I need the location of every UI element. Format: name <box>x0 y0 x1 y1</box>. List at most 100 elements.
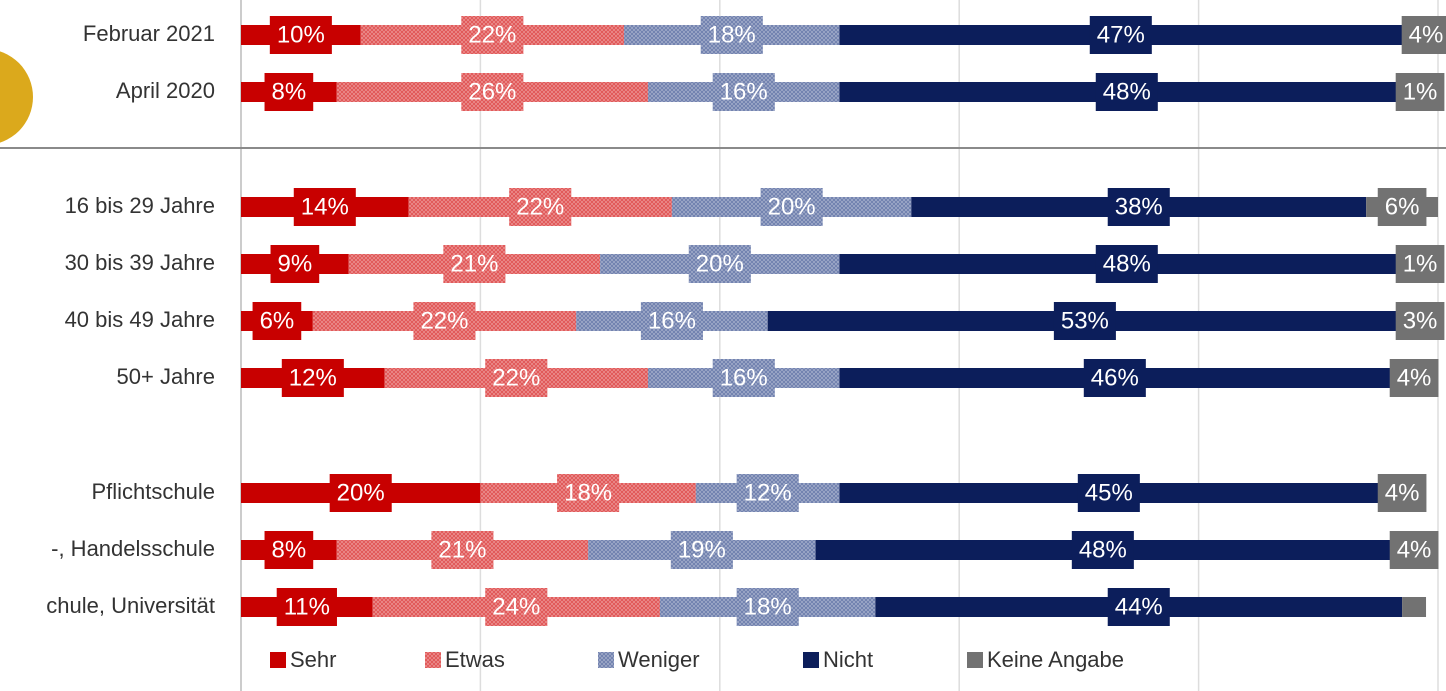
value-label-hatch <box>461 73 524 111</box>
value-label-box <box>1377 474 1427 512</box>
category-label: Februar 2021 <box>83 21 215 46</box>
value-label: 20% <box>337 479 385 506</box>
value-label: 4% <box>1409 21 1444 48</box>
value-label: 18% <box>708 21 756 48</box>
value-label: 14% <box>301 193 349 220</box>
value-label-box <box>276 588 337 626</box>
value-label: 18% <box>564 479 612 506</box>
value-label: 22% <box>492 364 540 391</box>
value-label: 12% <box>744 479 792 506</box>
value-label-box <box>329 474 392 512</box>
legend-label: Nicht <box>823 647 873 672</box>
value-label-hatch <box>485 588 548 626</box>
value-label: 21% <box>450 250 498 277</box>
legend-label: Weniger <box>618 647 700 672</box>
value-label-hatch <box>509 188 572 226</box>
legend-swatch <box>270 652 286 668</box>
category-label: 40 bis 49 Jahre <box>65 307 215 332</box>
value-label: 8% <box>272 536 307 563</box>
legend-label: Keine Angabe <box>987 647 1124 672</box>
value-label-box <box>252 302 302 340</box>
value-label-box <box>1395 73 1445 111</box>
value-label: 19% <box>678 536 726 563</box>
value-label-box <box>1107 188 1170 226</box>
value-label: 1% <box>1403 78 1438 105</box>
value-label-box <box>1389 531 1439 569</box>
value-label: 22% <box>516 193 564 220</box>
value-label-box <box>1401 16 1446 54</box>
legend-hatch <box>598 652 614 668</box>
value-label-hatch <box>736 474 799 512</box>
value-label: 48% <box>1103 78 1151 105</box>
value-label: 4% <box>1385 479 1420 506</box>
bar-segment <box>1402 597 1427 617</box>
legend-label: Etwas <box>445 647 505 672</box>
value-label-box <box>1389 359 1439 397</box>
value-label: 46% <box>1091 364 1139 391</box>
category-label: chule, Universität <box>46 593 215 618</box>
value-label-box <box>1089 16 1152 54</box>
value-label-box <box>1377 188 1427 226</box>
value-label: 38% <box>1115 193 1163 220</box>
value-label-hatch <box>736 588 799 626</box>
value-label: 1% <box>1403 250 1438 277</box>
value-label-box <box>269 16 332 54</box>
value-label-box <box>1395 245 1445 283</box>
value-label: 18% <box>744 593 792 620</box>
value-label: 16% <box>648 307 696 334</box>
value-label: 26% <box>468 78 516 105</box>
value-label: 48% <box>1079 536 1127 563</box>
value-label-box <box>1395 302 1445 340</box>
value-label-hatch <box>461 16 524 54</box>
value-label: 6% <box>1385 193 1420 220</box>
value-label: 4% <box>1397 536 1432 563</box>
category-label: Pflichtschule <box>91 479 215 504</box>
value-label: 24% <box>492 593 540 620</box>
value-label-hatch <box>485 359 548 397</box>
decor-circle <box>0 51 33 143</box>
value-label-hatch <box>712 359 775 397</box>
value-label-hatch <box>431 531 494 569</box>
value-label-box <box>1095 73 1158 111</box>
value-label: 8% <box>272 78 307 105</box>
value-label: 22% <box>420 307 468 334</box>
value-label: 47% <box>1097 21 1145 48</box>
value-label: 4% <box>1397 364 1432 391</box>
value-label: 22% <box>468 21 516 48</box>
value-label: 9% <box>278 250 313 277</box>
value-label-box <box>281 359 344 397</box>
value-label-box <box>1077 474 1140 512</box>
value-label: 16% <box>720 364 768 391</box>
category-label: 50+ Jahre <box>117 364 215 389</box>
value-label-hatch <box>760 188 823 226</box>
value-label-hatch <box>712 73 775 111</box>
value-label-box <box>264 73 314 111</box>
value-label-hatch <box>700 16 763 54</box>
value-label: 20% <box>696 250 744 277</box>
value-label-box <box>1107 588 1170 626</box>
value-label-box <box>1083 359 1146 397</box>
value-label-hatch <box>670 531 733 569</box>
value-label-box <box>293 188 356 226</box>
value-label: 45% <box>1085 479 1133 506</box>
value-label-hatch <box>413 302 476 340</box>
value-label: 16% <box>720 78 768 105</box>
value-label: 44% <box>1115 593 1163 620</box>
value-label: 48% <box>1103 250 1151 277</box>
value-label: 6% <box>260 307 295 334</box>
value-label-box <box>1071 531 1134 569</box>
legend-swatch <box>967 652 983 668</box>
value-label: 21% <box>438 536 486 563</box>
value-label-box <box>1053 302 1116 340</box>
value-label-hatch <box>688 245 751 283</box>
category-label: -, Handelsschule <box>51 536 215 561</box>
value-label: 20% <box>768 193 816 220</box>
legend-label: Sehr <box>290 647 336 672</box>
value-label-box <box>1095 245 1158 283</box>
value-label: 3% <box>1403 307 1438 334</box>
value-label-hatch <box>640 302 703 340</box>
legend-swatch <box>803 652 819 668</box>
legend-hatch <box>425 652 441 668</box>
category-label: April 2020 <box>116 78 215 103</box>
